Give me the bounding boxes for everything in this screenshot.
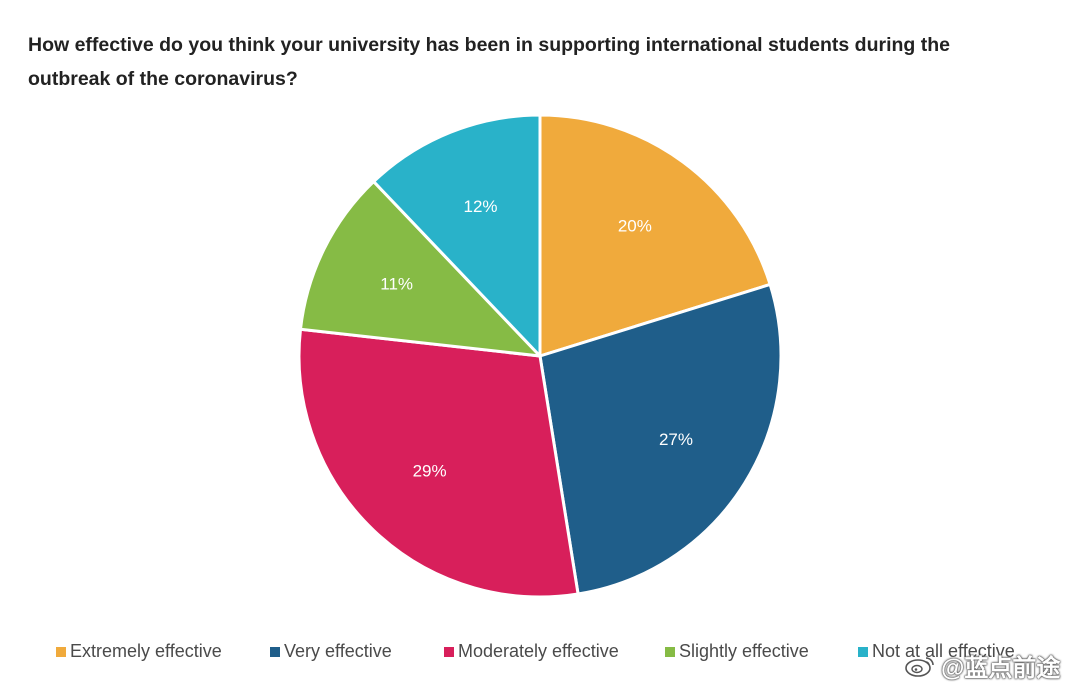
legend-item-not-at-all-effective: Not at all effective xyxy=(858,641,1015,662)
legend-swatch-extremely-effective xyxy=(56,646,66,657)
pie-slice-slightly-effective xyxy=(298,180,542,358)
chart-title: How effective do you think your universi… xyxy=(28,34,951,90)
legend-label-slightly-effective: Slightly effective xyxy=(679,641,809,661)
legend-item-extremely-effective: Extremely effective xyxy=(56,641,222,662)
pie-slice-moderately-effective xyxy=(297,327,580,599)
weibo-icon xyxy=(905,656,934,677)
pie-slice-not-at-all-effective xyxy=(372,113,542,358)
legend-swatch-not-at-all-effective xyxy=(858,646,868,657)
pie-label-moderately-effective: 29% xyxy=(413,461,447,480)
legend-swatch-very-effective xyxy=(270,646,280,657)
watermark: @蓝点前途 xyxy=(905,648,1060,683)
legend-label-not-at-all-effective: Not at all effective xyxy=(872,641,1015,661)
legend-label-extremely-effective: Extremely effective xyxy=(70,641,222,661)
pie-label-not-at-all-effective: 12% xyxy=(464,197,498,216)
legend-item-very-effective: Very effective xyxy=(270,641,392,662)
pie-slice-extremely-effective xyxy=(538,113,772,358)
pie-chart: 20% 27% 29% 11% 12% xyxy=(297,113,783,599)
legend-label-very-effective: Very effective xyxy=(284,641,392,661)
pie-label-extremely-effective: 20% xyxy=(618,217,652,236)
legend-item-slightly-effective: Slightly effective xyxy=(665,641,809,662)
pie-label-slightly-effective: 11% xyxy=(380,274,413,293)
watermark-text: @蓝点前途 xyxy=(941,655,1061,682)
pie-slice-very-effective xyxy=(538,282,783,596)
legend-swatch-slightly-effective xyxy=(665,646,675,657)
pie-label-very-effective: 27% xyxy=(659,430,693,449)
legend-label-moderately-effective: Moderately effective xyxy=(458,641,619,661)
legend-swatch-moderately-effective xyxy=(444,646,454,657)
legend-item-moderately-effective: Moderately effective xyxy=(444,641,619,662)
